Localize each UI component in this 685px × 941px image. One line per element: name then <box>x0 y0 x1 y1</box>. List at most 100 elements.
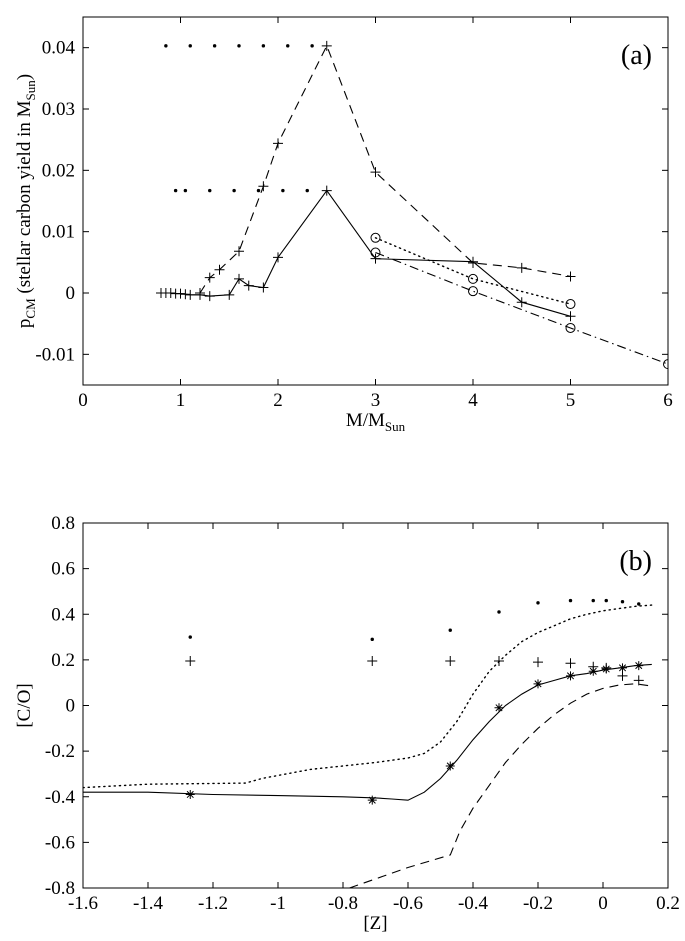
panel-b-series-dotted-curve <box>83 604 653 789</box>
panel-a-plus-marker <box>165 288 176 298</box>
panel-b-x-tick-label: -0.6 <box>393 893 423 914</box>
panel-a-circle-marker <box>565 299 576 310</box>
panel-a-x-tick-label: 4 <box>468 390 478 411</box>
panel-a-circle-marker <box>468 286 478 297</box>
panel-b-asterisk-marker <box>601 664 611 674</box>
panel-a-dot-marker <box>164 44 168 48</box>
panel-a-circle-marker <box>468 273 478 284</box>
panel-b-series-solid-curve <box>83 663 652 801</box>
panel-a-x-tick-label: 2 <box>273 390 283 411</box>
panel-b-series-asterisk-markers <box>185 661 644 805</box>
panel-b-x-tick-label: -1.4 <box>133 893 164 914</box>
panel-b-y-tick-label: -0.2 <box>45 741 75 762</box>
panel-b-plus-marker <box>633 675 644 686</box>
panel-a-plus-marker <box>234 246 244 257</box>
panel-a-x-tick-label: 5 <box>566 390 576 411</box>
panel-a-dashdot-line <box>375 251 668 365</box>
panel-a-circle-marker <box>370 247 381 258</box>
panel-b-dot-marker <box>497 610 501 614</box>
panel-b-dot-marker <box>448 628 452 632</box>
panel-a-dot-marker <box>237 44 241 48</box>
panel-b-dot-marker <box>568 598 573 603</box>
panel-a-plus-marker <box>258 181 269 192</box>
panel-b-x-tick-label: -0.8 <box>328 893 358 914</box>
panel-a-dot-marker <box>286 44 290 48</box>
panel-b-series-plus-markers <box>185 656 644 686</box>
panel-b-y-tick-label: 0.4 <box>51 604 75 625</box>
panel-a-plus-marker <box>468 257 478 268</box>
panel-a-y-tick-label: 0.04 <box>42 38 76 59</box>
panel-b-y-tick-label: -0.6 <box>45 832 75 853</box>
panel-a-x-tick-label: 3 <box>371 390 381 411</box>
panel-b-x-tick-label: -1 <box>270 893 286 914</box>
panel-b-series-dots <box>188 598 641 642</box>
panel-b-plus-marker <box>367 656 378 667</box>
panel-a-plus-marker <box>258 282 269 293</box>
panel-b-x-tick-label: -0.4 <box>458 893 489 914</box>
panel-b-y-tick-label: 0.6 <box>51 559 75 580</box>
panel-a-y-tick-label: 0.02 <box>42 160 75 181</box>
panel-a-label: (a) <box>621 40 652 71</box>
panel-b-dot-marker <box>370 637 374 642</box>
panel-a-dot-marker <box>261 44 266 48</box>
panel-b-asterisk-marker <box>367 795 377 805</box>
panel-a-series-dotted <box>370 232 576 310</box>
panel-a-axes-frame <box>82 16 669 386</box>
panel-a-plus-marker <box>175 288 186 299</box>
panel-a-plus-marker <box>180 289 191 300</box>
panel-a-series-dots-upper <box>164 44 314 48</box>
panel-b-dotted-curve-line <box>83 604 653 789</box>
panel-a-dashed-line <box>199 44 571 294</box>
panel-b-plus-marker <box>185 656 196 667</box>
panel-a-y-axis-label: pCM (stellar carbon yield in MSun) <box>14 74 38 328</box>
panel-a-dotted-line <box>374 237 572 305</box>
panel-b-x-tick-label: 0 <box>598 893 608 914</box>
panel-a-plus-marker <box>565 271 576 282</box>
panel-b-plus-marker <box>494 656 504 667</box>
panel-b-y-tick-label: 0.2 <box>51 650 75 671</box>
panel-a-dot-marker <box>183 188 188 193</box>
panel-b-plus-marker <box>445 656 456 667</box>
panel-a-y-tick-label: -0.01 <box>35 344 75 365</box>
panel-b-x-tick-label: 0.2 <box>656 893 680 914</box>
panel-b-label: (b) <box>619 546 652 577</box>
panel-a-plus-marker <box>565 311 576 322</box>
panel-b-asterisk-marker <box>566 671 575 681</box>
panel-a-y-tick-label: 0.03 <box>42 99 75 120</box>
panel-a-circle-marker <box>370 232 381 243</box>
panel-b-asterisk-marker <box>634 661 644 671</box>
panel-a-y-tick-label: 0 <box>66 283 76 304</box>
panel-a-plus-marker <box>243 280 254 291</box>
panel-a: 0 1 2 3 4 5 6 -0.01 0 0.01 0.02 0.03 0.04 (a) M/MSun pC… <box>14 16 673 434</box>
panel-a-plus-marker <box>214 264 225 275</box>
panel-a-dot-marker <box>188 44 192 48</box>
panel-b-dot-marker <box>604 598 608 603</box>
panel-b-asterisk-marker <box>533 679 543 689</box>
panel-a-series-dashed <box>195 40 576 298</box>
panel-a-plus-marker <box>273 138 283 149</box>
panel-a-plus-marker <box>234 273 244 284</box>
panel-a-x-tick-label: 6 <box>663 390 673 411</box>
panel-a-dot-marker <box>310 44 314 48</box>
panel-b-y-tick-label: -0.8 <box>45 878 75 899</box>
panel-a-series-solid <box>156 185 576 322</box>
panel-a-dot-marker <box>256 188 261 193</box>
panel-a-plus-marker <box>204 291 215 302</box>
panel-b-dot-marker <box>188 635 192 639</box>
panel-a-plus-marker <box>204 272 215 283</box>
panel-b-y-tick-label: 0.8 <box>51 513 75 534</box>
panel-b-y-axis-label: [C/O] <box>14 683 35 727</box>
panel-b-x-axis-label: [Z] <box>363 913 387 934</box>
panel-b-asterisk-marker <box>588 666 598 676</box>
panel-b: -1.6 -1.4 -1.2 -1 -0.8 -0.6 -0.4 -0.2 0 0.2 -0.8 -0… <box>14 513 680 934</box>
panel-a-x-axis-label: M/MSun <box>346 410 406 434</box>
panel-b-plus-marker <box>533 657 543 668</box>
panel-b-asterisk-marker <box>618 663 627 673</box>
panel-a-plus-marker <box>321 185 332 196</box>
panel-a-x-tick-label: 0 <box>78 390 88 411</box>
panel-b-x-tick-label: -1.2 <box>198 893 228 914</box>
panel-a-plus-marker <box>224 289 235 300</box>
panel-a-dot-marker <box>305 188 309 193</box>
panel-b-asterisk-marker <box>185 789 195 799</box>
